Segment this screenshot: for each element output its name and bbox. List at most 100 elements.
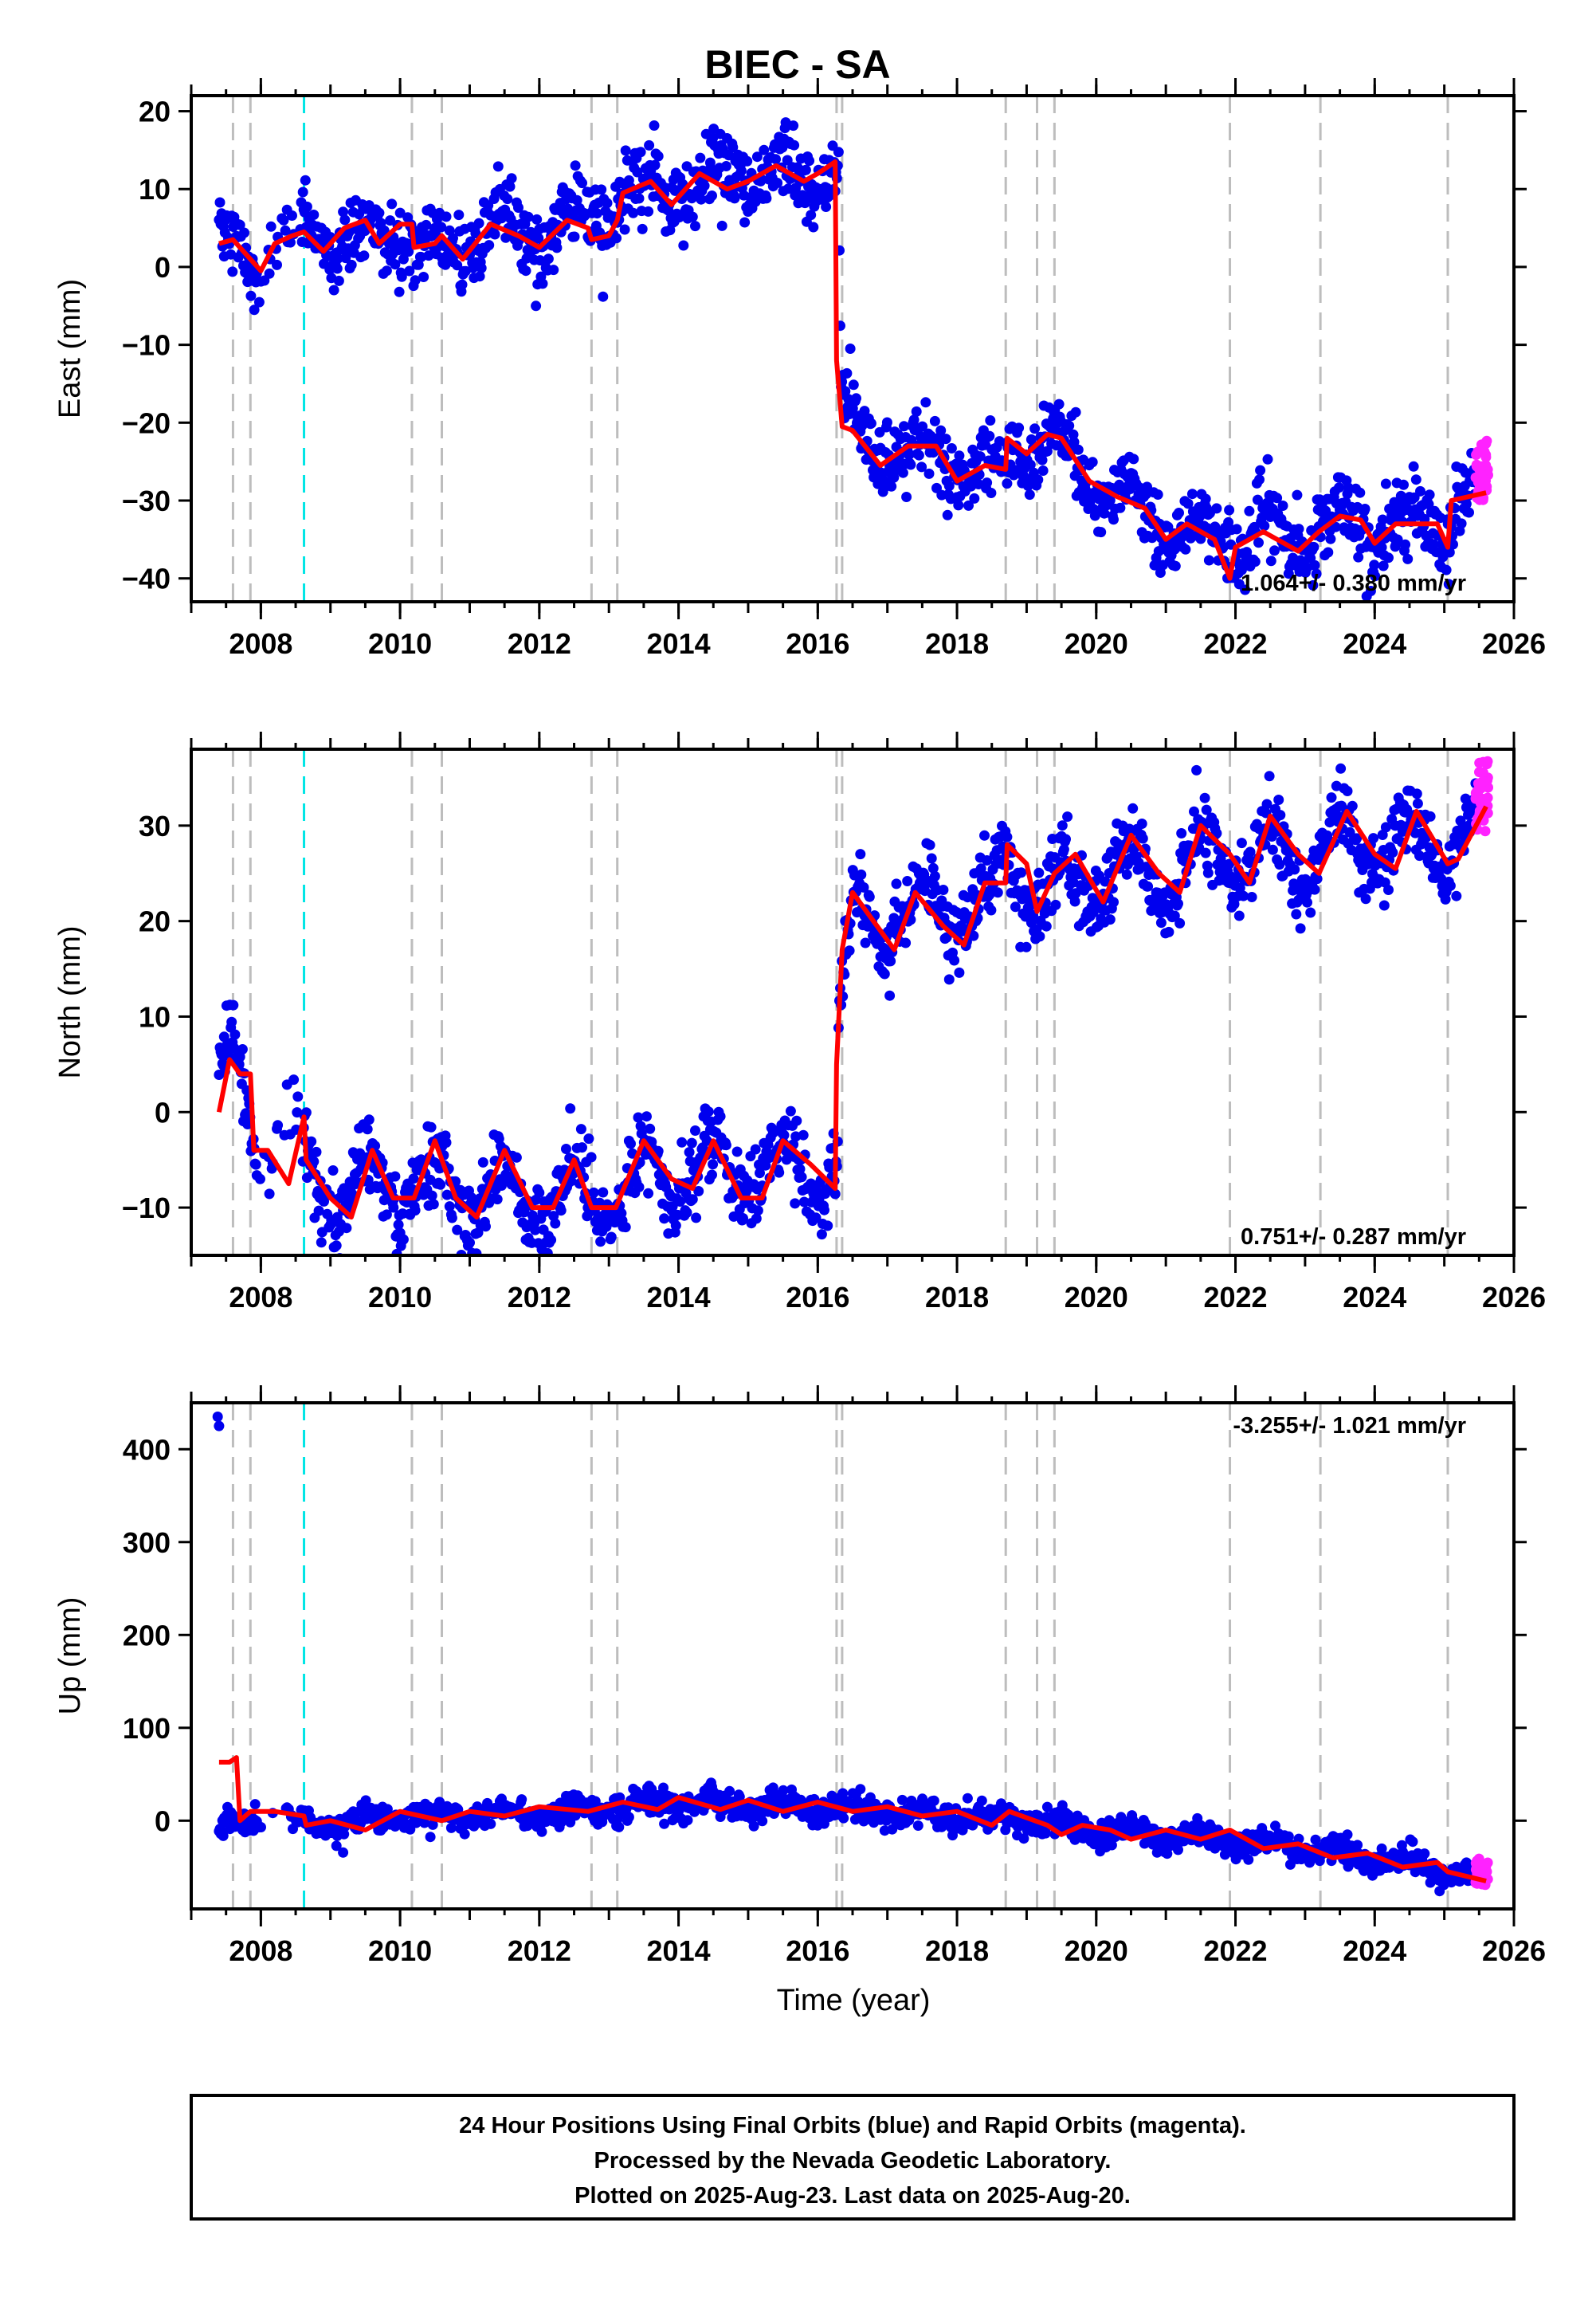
final-orbit-point: [982, 477, 993, 489]
final-orbit-point: [986, 905, 997, 916]
final-orbit-point: [1057, 820, 1068, 831]
final-orbit-point: [1335, 763, 1347, 774]
final-orbit-point: [822, 1220, 833, 1231]
final-orbit-point: [1309, 884, 1320, 895]
x-tick-label: 2020: [1065, 1934, 1128, 1967]
final-orbit-point: [1236, 838, 1247, 849]
final-orbit-point: [643, 1188, 654, 1199]
final-orbit-point: [1274, 859, 1285, 870]
final-orbit-point: [985, 415, 996, 426]
final-orbit-point: [1275, 810, 1286, 821]
final-orbit-point: [1010, 901, 1021, 913]
final-orbit-point: [687, 1194, 698, 1205]
final-orbit-point: [707, 190, 717, 201]
final-orbit-point: [1445, 880, 1456, 891]
final-orbit-point: [586, 1152, 597, 1163]
final-orbit-point: [1169, 910, 1180, 921]
final-orbit-point: [917, 421, 928, 432]
rapid-orbit-point: [1475, 1868, 1486, 1879]
final-orbit-point: [1021, 941, 1032, 952]
final-orbit-point: [904, 450, 915, 461]
final-orbit-point: [851, 393, 861, 404]
final-orbit-point: [418, 272, 429, 282]
final-orbit-point: [703, 1106, 714, 1117]
x-tick-label: 2008: [229, 627, 292, 660]
final-orbit-point: [1351, 833, 1363, 844]
final-orbit-point: [492, 1194, 503, 1205]
final-orbit-point: [742, 155, 753, 167]
final-orbit-point: [1182, 498, 1194, 509]
final-orbit-point: [434, 1797, 445, 1808]
final-orbit-point: [595, 1236, 606, 1247]
final-orbit-point: [346, 259, 357, 270]
final-orbit-point: [1410, 474, 1421, 485]
final-orbit-point: [761, 193, 772, 204]
final-orbit-point: [676, 1137, 688, 1148]
final-orbit-point: [1025, 434, 1037, 445]
caption-line-3: Plotted on 2025-Aug-23. Last data on 202…: [574, 2183, 1131, 2209]
x-tick-label: 2020: [1065, 1281, 1128, 1314]
final-orbit-point: [804, 155, 815, 167]
final-orbit-point: [1289, 864, 1300, 875]
y-tick-label: 10: [139, 173, 171, 206]
final-orbit-point: [427, 1819, 438, 1830]
final-orbit-point: [1425, 811, 1436, 822]
final-orbit-point: [962, 1793, 973, 1804]
final-orbit-point: [678, 240, 689, 251]
final-orbit-point: [445, 1822, 457, 1833]
final-orbit-point: [716, 220, 727, 231]
final-orbit-point: [1402, 553, 1414, 564]
rate-label: -3.255+/- 1.021 mm/yr: [1233, 1413, 1466, 1439]
x-tick-label: 2018: [925, 1281, 989, 1314]
final-orbit-point: [949, 955, 960, 966]
final-orbit-point: [1383, 885, 1394, 895]
final-orbit-point: [855, 1784, 866, 1795]
final-orbit-point: [1058, 844, 1069, 855]
final-orbit-point: [1325, 533, 1336, 544]
final-orbit-point: [1200, 493, 1211, 505]
final-orbit-point: [313, 1205, 324, 1216]
final-orbit-point: [982, 855, 993, 866]
final-orbit-point: [859, 406, 870, 417]
final-orbit-point: [900, 937, 912, 948]
final-orbit-point: [519, 1207, 530, 1218]
final-orbit-point: [218, 1830, 229, 1841]
final-orbit-point: [913, 450, 924, 461]
final-orbit-point: [228, 999, 239, 1011]
final-orbit-point: [1002, 478, 1013, 489]
final-orbit-point: [790, 1198, 801, 1209]
final-orbit-point: [771, 154, 781, 165]
final-orbit-point: [690, 1125, 700, 1136]
x-tick-label: 2018: [925, 627, 989, 660]
final-orbit-point: [1443, 579, 1454, 590]
final-orbit-point: [884, 990, 896, 1001]
final-orbit-point: [229, 1029, 241, 1040]
final-orbit-point: [1355, 487, 1366, 498]
final-orbit-point: [1400, 539, 1411, 550]
final-orbit-point: [396, 271, 407, 282]
final-orbit-point: [1106, 1840, 1117, 1851]
final-orbit-point: [1033, 1810, 1044, 1821]
final-orbit-point: [473, 218, 484, 229]
final-orbit-point: [1310, 1834, 1321, 1845]
final-orbit-point: [938, 885, 949, 895]
final-orbit-point: [457, 279, 468, 290]
final-orbit-point: [619, 224, 630, 235]
final-orbit-point: [1053, 399, 1065, 410]
final-orbit-point: [778, 1129, 790, 1141]
x-tick-label: 2014: [647, 1281, 711, 1314]
final-orbit-point: [1108, 514, 1119, 525]
final-orbit-point: [536, 1826, 547, 1837]
final-orbit-point: [300, 175, 311, 186]
final-orbit-point: [992, 887, 1003, 898]
final-orbit-point: [1261, 799, 1272, 810]
final-orbit-point: [941, 932, 952, 943]
y-tick-label: 0: [155, 1096, 171, 1129]
final-orbit-point: [390, 259, 401, 270]
final-orbit-point: [381, 1209, 392, 1220]
final-orbit-point: [759, 144, 770, 155]
final-orbit-point: [808, 222, 819, 233]
final-orbit-point: [840, 386, 851, 397]
model-line: [216, 805, 1488, 1220]
